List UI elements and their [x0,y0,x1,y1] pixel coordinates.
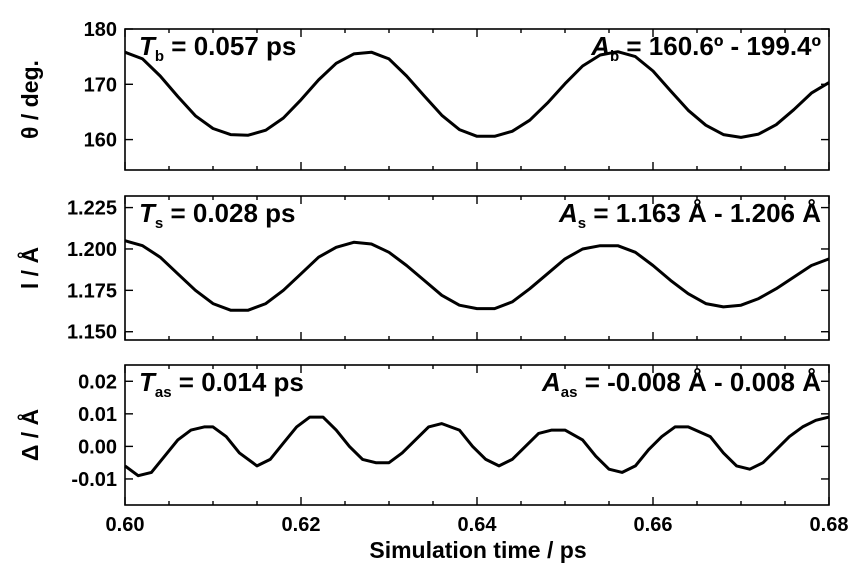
y-tick-label: 1.200 [67,239,117,261]
y-tick-label: 1.175 [67,280,117,302]
y-tick-label: 1.150 [67,322,117,344]
y-tick-label: 0.02 [78,371,117,393]
y-axis-title: Δ / Å [16,409,43,461]
x-tick-label: 0.60 [106,514,145,536]
series-line [124,415,830,478]
series-line [124,239,830,312]
x-tick-label: 0.62 [282,514,321,536]
period-label: Tb = 0.057 ps [139,31,296,65]
amplitude-label: Ab = 160.6º - 199.4º [590,31,821,65]
y-axis-title: θ / deg. [17,60,43,139]
y-tick-label: 0.00 [78,436,117,458]
panel-3: -0.01 0.00 0.01 0.02 0.60 0.62 0.64 0.66 0.68 Δ /… [16,364,849,536]
y-tick-label: 0.01 [78,404,117,426]
y-tick-label: -0.01 [71,469,117,491]
x-tick-label: 0.68 [810,514,849,536]
amplitude-label: As = 1.163 Å - 1.206 Å [558,198,821,232]
panel-2: 1.150 1.175 1.200 1.225 l / Å Ts = 0.028 ps As… [16,195,830,344]
y-tick-label: 180 [84,19,117,41]
amplitude-label: Aas = -0.008 Å - 0.008 Å [541,367,821,401]
y-tick-label: 1.225 [67,198,117,220]
period-label: Ts = 0.028 ps [139,198,296,232]
period-label: Tas = 0.014 ps [139,367,304,401]
x-axis-title: Simulation time / ps [369,537,586,563]
y-tick-label: 170 [84,74,117,96]
y-tick-label: 160 [84,130,117,152]
y-axis-title: l / Å [16,247,43,289]
x-tick-label: 0.66 [634,514,673,536]
series-line [124,50,830,139]
panel-1: 160 170 180 θ / deg. Tb = 0.057 ps Ab = 160.6… [17,19,830,171]
x-tick-label: 0.64 [458,514,498,536]
